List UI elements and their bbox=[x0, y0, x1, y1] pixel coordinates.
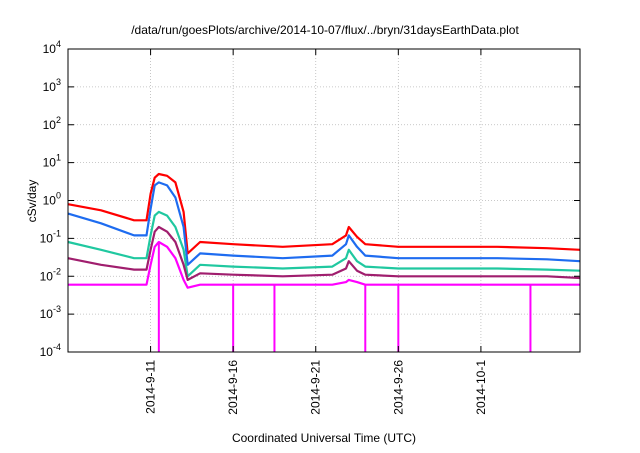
y-tick-label: 10-4 bbox=[40, 342, 61, 359]
x-tick-label: 2014-9-16 bbox=[226, 360, 240, 415]
series-line-5 bbox=[68, 240, 580, 289]
chart-title: /data/run/goesPlots/archive/2014-10-07/f… bbox=[131, 23, 519, 37]
y-tick-label: 103 bbox=[43, 77, 61, 94]
y-tick-label: 10-2 bbox=[40, 266, 61, 283]
series-layer bbox=[67, 172, 581, 352]
grid bbox=[68, 48, 580, 353]
y-tick-label: 102 bbox=[43, 115, 61, 132]
x-tick-label: 2014-9-21 bbox=[309, 360, 323, 415]
y-tick-label: 104 bbox=[43, 39, 61, 56]
x-tick-label: 2014-9-11 bbox=[144, 360, 158, 414]
y-tick-label: 101 bbox=[43, 153, 61, 170]
plot-frame bbox=[67, 48, 581, 353]
series-line-2 bbox=[67, 181, 581, 266]
series-line-3 bbox=[67, 210, 581, 278]
y-tick-label: 10-3 bbox=[40, 304, 61, 321]
x-axis-label: Coordinated Universal Time (UTC) bbox=[232, 431, 416, 445]
y-axis-label: cSv/day bbox=[25, 180, 39, 223]
x-tick-label: 2014-10-1 bbox=[474, 360, 488, 415]
axes: 10-4 10-3 10-2 10-1 100 101 102 103 104 2014-9-11… bbox=[40, 39, 581, 415]
series-line-4 bbox=[67, 225, 581, 281]
series-line-1 bbox=[67, 172, 581, 255]
x-tick-label: 2014-9-26 bbox=[391, 360, 405, 415]
y-tick-label: 100 bbox=[43, 191, 61, 208]
y-tick-label: 10-1 bbox=[40, 228, 61, 245]
